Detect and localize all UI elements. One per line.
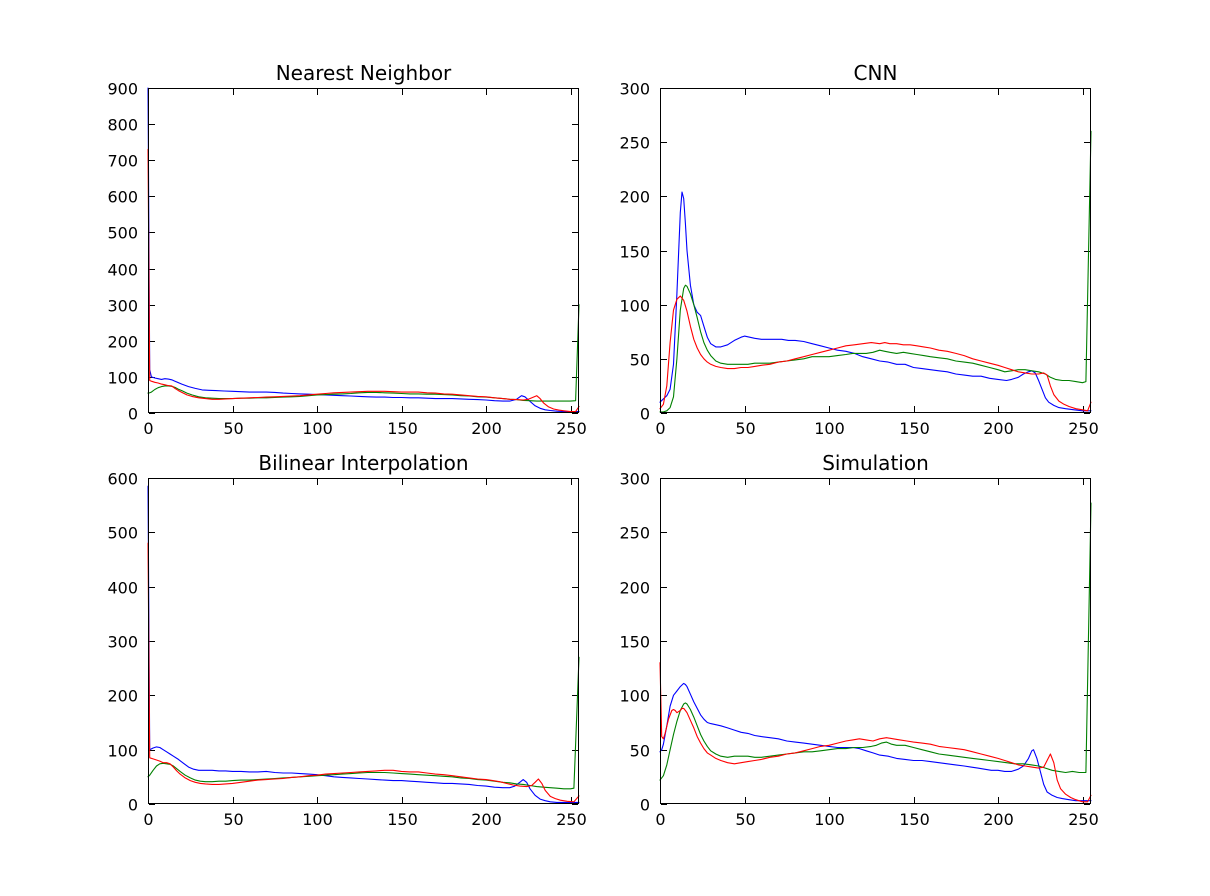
y-tick-label: 0	[128, 796, 138, 815]
series-line-red-channel	[147, 148, 580, 413]
y-tick-label: 200	[619, 579, 650, 598]
x-tick-label: 50	[223, 419, 243, 438]
series-line-red-channel	[147, 542, 580, 803]
y-tick-label: 500	[107, 524, 138, 543]
x-tick-label: 200	[983, 810, 1014, 829]
series-line-red-channel	[659, 295, 1092, 412]
y-tick-label: 50	[630, 351, 650, 370]
y-tick-label: 400	[107, 579, 138, 598]
y-tick-label: 250	[619, 134, 650, 153]
y-tick-label: 100	[619, 687, 650, 706]
y-tick-label: 100	[107, 369, 138, 388]
plot-area-cnn: 0 50 100 150 200 250 0 50 100 150 200 250 300	[619, 80, 1098, 439]
y-tick-label: 700	[107, 152, 138, 171]
y-tick-label: 300	[619, 470, 650, 489]
y-tick-label: 500	[107, 224, 138, 243]
y-tick-label: 600	[107, 470, 138, 489]
x-tick-label: 100	[814, 419, 845, 438]
y-tick-label: 100	[107, 742, 138, 761]
series-line-green-channel	[659, 502, 1092, 781]
plot-title-nearest-neighbor: Nearest Neighbor	[275, 61, 452, 85]
x-tick-label: 250	[556, 419, 587, 438]
series-line-blue-channel	[659, 191, 1092, 412]
x-tick-label: 0	[655, 810, 665, 829]
axes-frame	[148, 88, 579, 413]
y-tick-label: 50	[630, 742, 650, 761]
x-tick-label: 100	[302, 419, 333, 438]
x-tick-label: 0	[143, 810, 153, 829]
y-tick-label: 300	[107, 633, 138, 652]
plot-area-nearest-neighbor: 0 50 100 150 200 250 0 100 200 300 400 500 600 700 800…	[107, 80, 586, 439]
x-tick-label: 200	[471, 419, 502, 438]
y-tick-label: 800	[107, 116, 138, 135]
plot-title-bilinear-interpolation: Bilinear Interpolation	[258, 451, 469, 475]
axes-frame	[660, 478, 1091, 804]
plot-title-simulation: Simulation	[822, 451, 929, 475]
y-tick-label: 300	[619, 80, 650, 99]
x-tick-label: 150	[899, 419, 930, 438]
plot-area-bilinear-interpolation: 0 50 100 150 200 250 0 100 200 300 400 500 600	[107, 470, 586, 830]
x-tick-label: 50	[223, 810, 243, 829]
y-tick-label: 0	[640, 796, 650, 815]
series-line-red-channel	[659, 662, 1092, 803]
y-tick-label: 150	[619, 243, 650, 262]
y-tick-label: 600	[107, 188, 138, 207]
x-tick-label: 50	[735, 810, 755, 829]
y-tick-label: 0	[128, 405, 138, 424]
y-tick-label: 400	[107, 261, 138, 280]
y-tick-label: 0	[640, 405, 650, 424]
y-tick-label: 200	[619, 188, 650, 207]
series-line-blue-channel	[147, 485, 580, 803]
series-line-green-channel	[147, 656, 580, 790]
x-tick-label: 200	[983, 419, 1014, 438]
x-tick-label: 100	[302, 810, 333, 829]
series-line-green-channel	[659, 130, 1092, 413]
x-tick-label: 150	[387, 810, 418, 829]
plot-area-simulation: 0 50 100 150 200 250 0 50 100 150 200 250 300	[619, 470, 1098, 830]
x-tick-label: 250	[1068, 810, 1099, 829]
x-tick-label: 250	[1068, 419, 1099, 438]
x-tick-label: 0	[655, 419, 665, 438]
y-tick-label: 200	[107, 333, 138, 352]
series-line-green-channel	[147, 304, 580, 402]
x-tick-label: 100	[814, 810, 845, 829]
x-tick-label: 0	[143, 419, 153, 438]
series-line-blue-channel	[147, 87, 580, 413]
y-tick-label: 200	[107, 687, 138, 706]
x-tick-label: 150	[899, 810, 930, 829]
x-tick-label: 150	[387, 419, 418, 438]
y-tick-label: 250	[619, 524, 650, 543]
y-tick-label: 900	[107, 80, 138, 99]
x-tick-label: 50	[735, 419, 755, 438]
x-tick-label: 250	[556, 810, 587, 829]
series-line-blue-channel	[659, 682, 1092, 802]
axes-frame	[148, 478, 579, 804]
y-tick-label: 150	[619, 633, 650, 652]
y-tick-label: 300	[107, 297, 138, 316]
axes-frame	[660, 88, 1091, 413]
x-tick-label: 200	[471, 810, 502, 829]
plot-title-cnn: CNN	[853, 61, 898, 85]
y-tick-label: 100	[619, 297, 650, 316]
